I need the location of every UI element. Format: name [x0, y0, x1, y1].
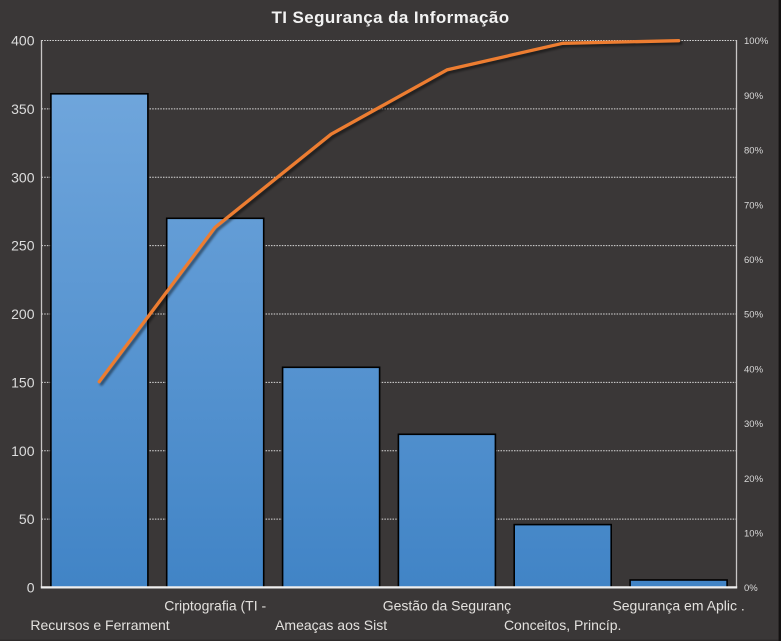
svg-text:20%: 20% — [744, 474, 764, 485]
svg-text:250: 250 — [11, 238, 35, 254]
svg-text:Criptografia (TI -: Criptografia (TI - — [164, 598, 266, 614]
svg-text:70%: 70% — [744, 200, 764, 211]
svg-text:60%: 60% — [744, 255, 764, 266]
svg-text:Recursos e Ferrament: Recursos e Ferrament — [30, 617, 169, 633]
svg-text:400: 400 — [11, 33, 35, 49]
svg-text:100: 100 — [11, 443, 35, 459]
svg-text:0%: 0% — [744, 583, 758, 594]
svg-text:90%: 90% — [744, 91, 764, 102]
svg-text:300: 300 — [11, 169, 35, 185]
svg-text:100%: 100% — [744, 36, 769, 47]
svg-text:50: 50 — [19, 511, 35, 527]
svg-text:200: 200 — [11, 306, 35, 322]
svg-text:50%: 50% — [744, 310, 764, 321]
svg-text:Conceitos, Princíp.: Conceitos, Princíp. — [504, 617, 622, 633]
svg-text:0: 0 — [27, 580, 35, 596]
svg-text:Ameaças aos Sist: Ameaças aos Sist — [275, 617, 387, 633]
svg-text:40%: 40% — [744, 364, 764, 375]
svg-text:30%: 30% — [744, 419, 764, 430]
svg-text:350: 350 — [11, 101, 35, 117]
svg-text:Segurança em Aplic .: Segurança em Aplic . — [612, 598, 744, 614]
svg-text:Gestão da Seguranç: Gestão da Seguranç — [383, 598, 511, 614]
svg-text:80%: 80% — [744, 146, 764, 157]
svg-text:150: 150 — [11, 374, 35, 390]
svg-text:TI Segurança da Informação: TI Segurança da Informação — [271, 8, 509, 27]
svg-text:10%: 10% — [744, 529, 764, 540]
